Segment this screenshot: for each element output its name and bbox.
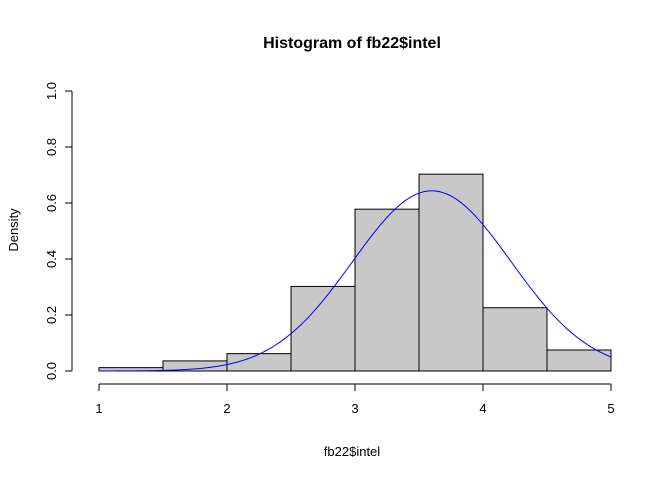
histogram-bar-5 [354,208,420,372]
x-tick-label: 4 [479,401,486,416]
x-tick-label: 3 [351,401,358,416]
y-tick-label: 0.6 [44,194,59,212]
x-axis: 1 2 3 4 5 [95,383,615,416]
histogram-bar-8 [546,349,612,372]
x-tick-label: 5 [607,401,614,416]
histogram-bar-4 [290,285,356,372]
y-axis-label: Density [6,208,21,252]
histogram-bar-7 [482,307,548,372]
y-tick-label: 1.0 [44,82,59,100]
histogram-bar-6 [418,173,484,372]
y-tick-label: 0.4 [44,250,59,268]
bars-group [98,173,612,372]
y-tick-label: 0.2 [44,306,59,324]
y-tick-label: 0.8 [44,138,59,156]
x-axis-label: fb22$intel [324,444,380,459]
y-tick-label: 0.0 [44,362,59,380]
density-curve [99,190,612,372]
chart-title: Histogram of fb22$intel [263,35,441,52]
x-tick-label: 1 [95,401,102,416]
x-tick-label: 2 [223,401,230,416]
y-axis: 0.0 0.2 0.4 0.6 0.8 1.0 [44,82,73,380]
